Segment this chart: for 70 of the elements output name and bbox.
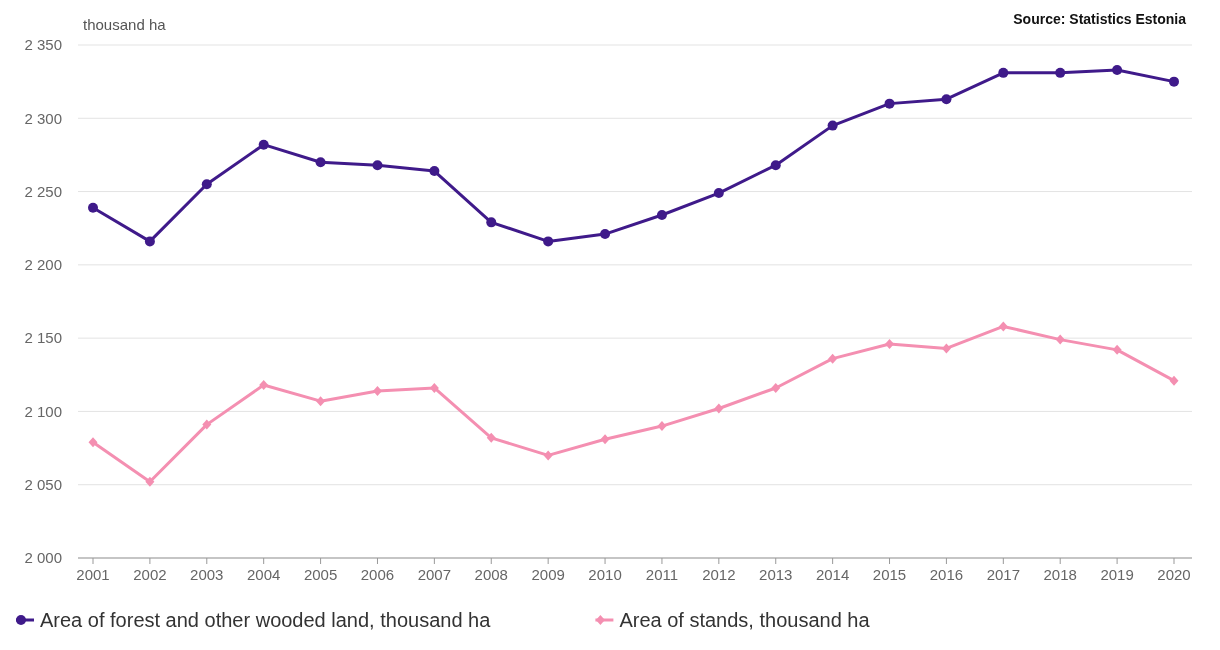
point bbox=[1169, 76, 1179, 87]
y-tick-label: 2 100 bbox=[24, 402, 62, 420]
point bbox=[88, 437, 98, 448]
point bbox=[315, 157, 326, 168]
point bbox=[656, 210, 667, 221]
point bbox=[714, 403, 724, 414]
x-tick-label: 2014 bbox=[815, 566, 850, 583]
y-tick-label: 2 350 bbox=[24, 36, 62, 54]
y-tick-label: 2 300 bbox=[24, 109, 62, 127]
x-tick-label: 2012 bbox=[702, 566, 736, 583]
x-tick-label: 2007 bbox=[417, 566, 452, 583]
point bbox=[202, 419, 212, 430]
x-tick-label: 2008 bbox=[474, 566, 508, 583]
x-tick-label: 2011 bbox=[645, 566, 679, 583]
legend-label: Area of stands, thousand ha bbox=[619, 609, 871, 631]
point bbox=[486, 217, 497, 228]
y-tick-label: 2 200 bbox=[24, 256, 62, 274]
point bbox=[316, 396, 326, 407]
point bbox=[941, 343, 951, 354]
point bbox=[770, 160, 781, 171]
x-tick-label: 2010 bbox=[588, 566, 622, 583]
y-axis-title: thousand ha bbox=[83, 16, 167, 33]
point bbox=[827, 120, 838, 131]
point bbox=[657, 421, 667, 432]
point bbox=[372, 385, 382, 396]
x-tick-label: 2006 bbox=[360, 566, 395, 583]
point bbox=[88, 202, 98, 213]
point bbox=[372, 160, 383, 171]
x-tick-label: 2015 bbox=[872, 566, 907, 583]
point bbox=[771, 382, 781, 393]
point bbox=[1169, 375, 1179, 386]
x-tick-label: 2001 bbox=[76, 566, 110, 583]
point bbox=[941, 94, 952, 105]
source-note: Source: Statistics Estonia bbox=[1013, 11, 1187, 27]
x-tick-label: 2017 bbox=[986, 566, 1020, 583]
point bbox=[145, 476, 155, 487]
point bbox=[543, 236, 554, 247]
y-tick-label: 2 250 bbox=[24, 182, 62, 200]
point bbox=[259, 380, 269, 391]
point bbox=[201, 179, 212, 190]
point bbox=[486, 432, 496, 443]
point bbox=[1055, 67, 1066, 78]
y-tick-label: 2 000 bbox=[24, 549, 62, 567]
x-tick-label: 2020 bbox=[1157, 566, 1191, 583]
point bbox=[998, 321, 1008, 332]
y-tick-label: 2 150 bbox=[24, 329, 62, 347]
legend-label: Area of forest and other wooded land, thousand ha bbox=[40, 609, 492, 631]
point bbox=[258, 139, 269, 150]
point bbox=[600, 434, 610, 445]
x-tick-label: 2019 bbox=[1100, 566, 1134, 583]
point bbox=[1112, 64, 1123, 75]
x-tick-label: 2016 bbox=[929, 566, 964, 583]
point bbox=[713, 188, 724, 199]
point bbox=[1112, 344, 1122, 355]
x-tick-label: 2013 bbox=[759, 566, 793, 583]
x-tick-label: 2018 bbox=[1043, 566, 1077, 583]
x-tick-label: 2009 bbox=[531, 566, 565, 583]
x-tick-label: 2002 bbox=[133, 566, 167, 583]
point bbox=[1055, 334, 1065, 345]
point bbox=[998, 67, 1009, 78]
point bbox=[144, 236, 155, 247]
x-tick-label: 2004 bbox=[247, 566, 281, 583]
point bbox=[543, 450, 553, 461]
y-tick-label: 2 050 bbox=[24, 475, 62, 493]
x-tick-label: 2005 bbox=[303, 566, 338, 583]
point bbox=[600, 229, 611, 240]
x-tick-label: 2003 bbox=[190, 566, 224, 583]
point bbox=[429, 166, 440, 177]
point bbox=[828, 353, 838, 364]
point bbox=[884, 98, 895, 109]
